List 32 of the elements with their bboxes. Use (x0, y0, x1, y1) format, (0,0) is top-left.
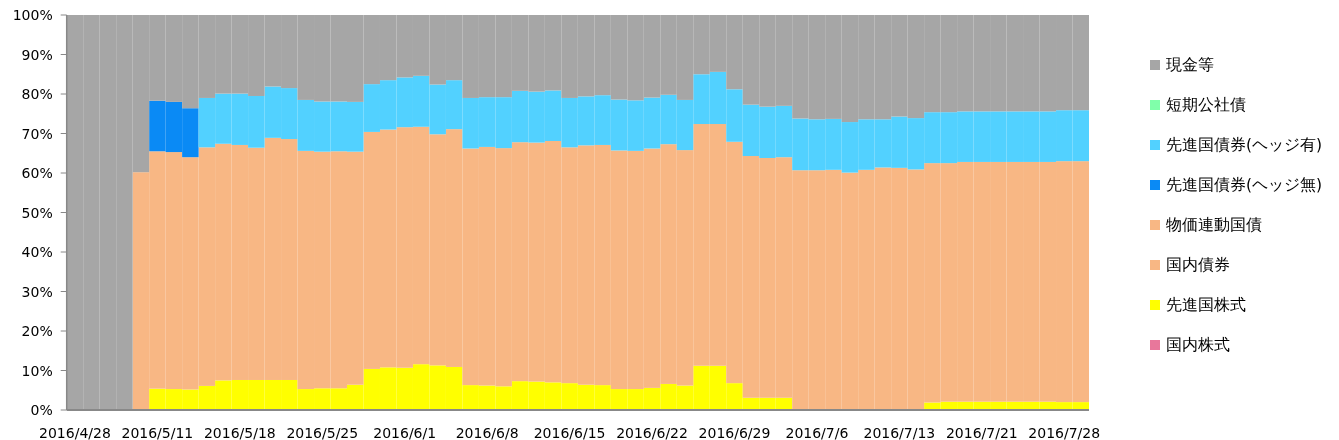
x-tick-label: 2016/6/15 (533, 425, 606, 440)
x-tick-label: 2016/6/22 (616, 425, 688, 440)
x-tick-label: 2016/6/1 (373, 425, 437, 440)
y-tick-label: 40% (21, 244, 53, 260)
y-tick-label: 60% (21, 165, 53, 181)
x-tick-label: 2016/5/18 (203, 425, 276, 440)
x-tick-label: 2016/7/28 (1028, 425, 1101, 440)
y-tick-label: 80% (21, 86, 53, 102)
y-tick-label: 20% (21, 323, 53, 339)
y-tick-label: 10% (21, 362, 53, 379)
y-tick-label: 50% (21, 204, 53, 221)
y-tick-label: 0% (30, 402, 53, 418)
legend-label: 現金等 (1166, 56, 1214, 74)
x-tick-label: 2016/5/25 (286, 425, 359, 440)
legend-label: 国内債券 (1166, 256, 1230, 274)
x-tick-label: 2016/4/28 (39, 425, 111, 440)
x-tick-label: 2016/5/11 (121, 425, 194, 440)
legend-label: 短期公社債 (1166, 96, 1246, 114)
legend-label: 国内株式 (1166, 336, 1230, 354)
legend-label: 先進国債券(ヘッジ無) (1166, 176, 1323, 194)
y-tick-label: 100% (12, 7, 53, 23)
y-tick-label: 90% (21, 46, 53, 63)
x-tick-label: 2016/6/8 (455, 425, 519, 440)
legend-label: 先進国株式 (1166, 296, 1246, 314)
y-tick-label: 70% (21, 125, 53, 142)
x-tick-label: 2016/6/29 (698, 425, 771, 440)
x-tick-label: 2016/7/6 (785, 425, 849, 440)
x-tick-label: 2016/7/21 (945, 425, 1018, 440)
legend-label: 先進国債券(ヘッジ有) (1166, 136, 1323, 154)
x-tick-label: 2016/7/13 (863, 425, 936, 440)
y-tick-label: 30% (21, 283, 53, 300)
legend-label: 物価連動国債 (1166, 216, 1262, 234)
